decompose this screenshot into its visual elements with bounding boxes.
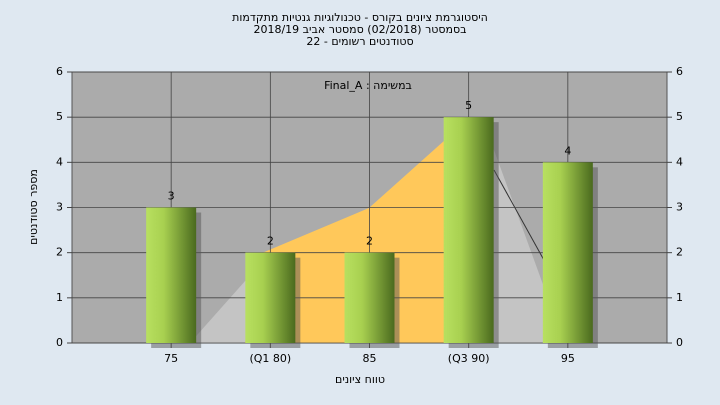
y2-tick-label: 3 — [676, 201, 683, 214]
y2-tick-label: 2 — [676, 246, 683, 259]
quartile-area — [245, 140, 490, 343]
y-tick-label: 0 — [56, 336, 63, 349]
annotation: Final_A : במשימה — [324, 79, 412, 92]
y2-tick-label: 4 — [676, 155, 683, 168]
x-tick-label: 85 — [363, 352, 377, 365]
x-tick-label: (Q3 90) — [448, 352, 490, 365]
y2-tick-label: 5 — [676, 110, 683, 123]
y-tick-label: 1 — [56, 291, 63, 304]
bar — [245, 252, 296, 343]
y-tick-label: 4 — [56, 155, 63, 168]
y-tick-label: 3 — [56, 201, 63, 214]
chart-title: בסמסטר (02/2018) סמסטר אביב 2018/19 — [253, 23, 466, 36]
value-label: 2 — [366, 235, 373, 248]
y2-tick-label: 0 — [676, 336, 683, 349]
value-label: 3 — [168, 190, 175, 203]
trend-line — [493, 169, 546, 263]
y-tick-label: 5 — [56, 110, 63, 123]
x-tick-label: 95 — [561, 352, 575, 365]
bar — [542, 162, 593, 343]
value-label: 4 — [564, 144, 571, 157]
y-tick-label: 2 — [56, 246, 63, 259]
y-tick-label: 6 — [56, 65, 63, 78]
x-tick-label: (Q1 80) — [249, 352, 291, 365]
chart-title: היסטוגרמת ציונים בקורס - טכנולוגיות גנטי… — [232, 11, 488, 24]
bar — [146, 207, 197, 343]
y2-tick-label: 1 — [676, 291, 683, 304]
value-label: 5 — [465, 99, 472, 112]
bar — [443, 117, 494, 344]
value-label: 2 — [267, 235, 274, 248]
x-tick-label: 75 — [164, 352, 178, 365]
chart-title: סטודנטים רשומים - 22 — [306, 35, 413, 48]
x-axis-label: טווח ציונים — [335, 373, 385, 386]
y2-tick-label: 6 — [676, 65, 683, 78]
bar — [344, 252, 395, 343]
y-axis-label: מספר סטודנטים — [27, 169, 40, 245]
